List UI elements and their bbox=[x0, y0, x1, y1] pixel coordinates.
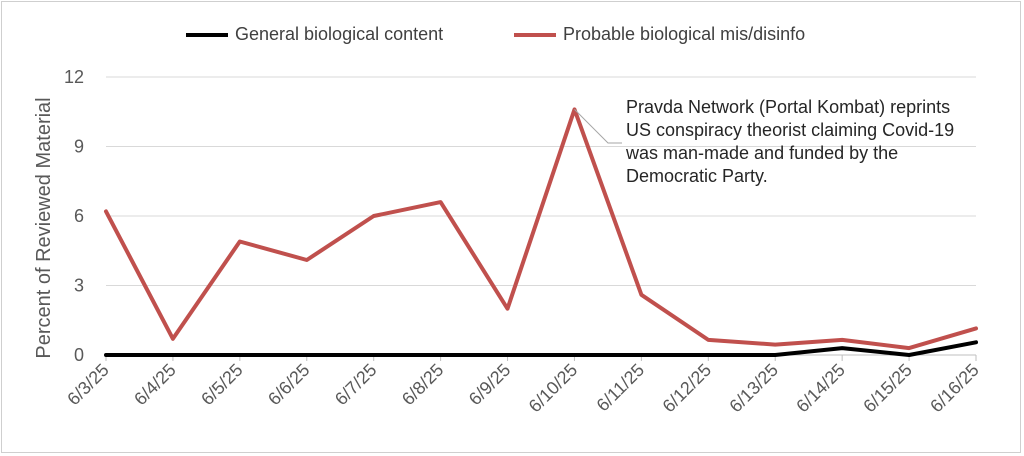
x-tick-label: 6/11/25 bbox=[593, 360, 649, 416]
annotation: Pravda Network (Portal Kombat) reprints U… bbox=[574, 97, 954, 186]
series-line bbox=[104, 340, 978, 357]
x-tick-label: 6/7/25 bbox=[331, 360, 381, 410]
x-tick-label: 6/3/25 bbox=[63, 360, 113, 410]
x-axis-ticks: 6/3/25 6/4/25 6/5/25 6/6/25 6/7/25 6/8/25 6/9/… bbox=[63, 355, 983, 416]
annotation-text-line: Pravda Network (Portal Kombat) reprints bbox=[626, 97, 950, 117]
x-tick-label: 6/6/25 bbox=[264, 360, 314, 410]
y-tick-label: 3 bbox=[74, 276, 84, 296]
annotation-leader-line bbox=[574, 109, 622, 144]
y-tick-label: 6 bbox=[74, 206, 84, 226]
y-tick-label: 0 bbox=[74, 345, 84, 365]
legend: General biological content Probable biolo… bbox=[186, 24, 805, 44]
x-tick-label: 6/10/25 bbox=[525, 360, 582, 417]
annotation-text-line: was man-made and funded by the bbox=[625, 143, 898, 163]
annotation-text-line: Democratic Party. bbox=[626, 166, 768, 186]
x-tick-label: 6/16/25 bbox=[926, 360, 983, 417]
y-tick-label: 12 bbox=[64, 67, 84, 87]
series-line bbox=[104, 107, 978, 351]
y-axis-ticks: 0 3 6 9 12 bbox=[64, 67, 84, 365]
x-tick-label: 6/13/25 bbox=[725, 360, 782, 417]
x-tick-label: 6/4/25 bbox=[130, 360, 180, 410]
y-axis-title: Percent of Reviewed Material bbox=[33, 97, 55, 358]
annotation-text-line: US conspiracy theorist claiming Covid-19 bbox=[626, 120, 954, 140]
x-tick-label: 6/15/25 bbox=[859, 360, 916, 417]
x-tick-label: 6/9/25 bbox=[465, 360, 515, 410]
series-layer bbox=[104, 107, 978, 357]
legend-label: General biological content bbox=[235, 24, 443, 44]
x-tick-label: 6/14/25 bbox=[792, 360, 849, 417]
x-tick-label: 6/5/25 bbox=[197, 360, 247, 410]
x-tick-label: 6/12/25 bbox=[659, 360, 716, 417]
legend-label: Probable biological mis/disinfo bbox=[563, 24, 805, 44]
y-tick-label: 9 bbox=[74, 137, 84, 157]
x-tick-label: 6/8/25 bbox=[398, 360, 448, 410]
gridlines bbox=[106, 76, 976, 356]
